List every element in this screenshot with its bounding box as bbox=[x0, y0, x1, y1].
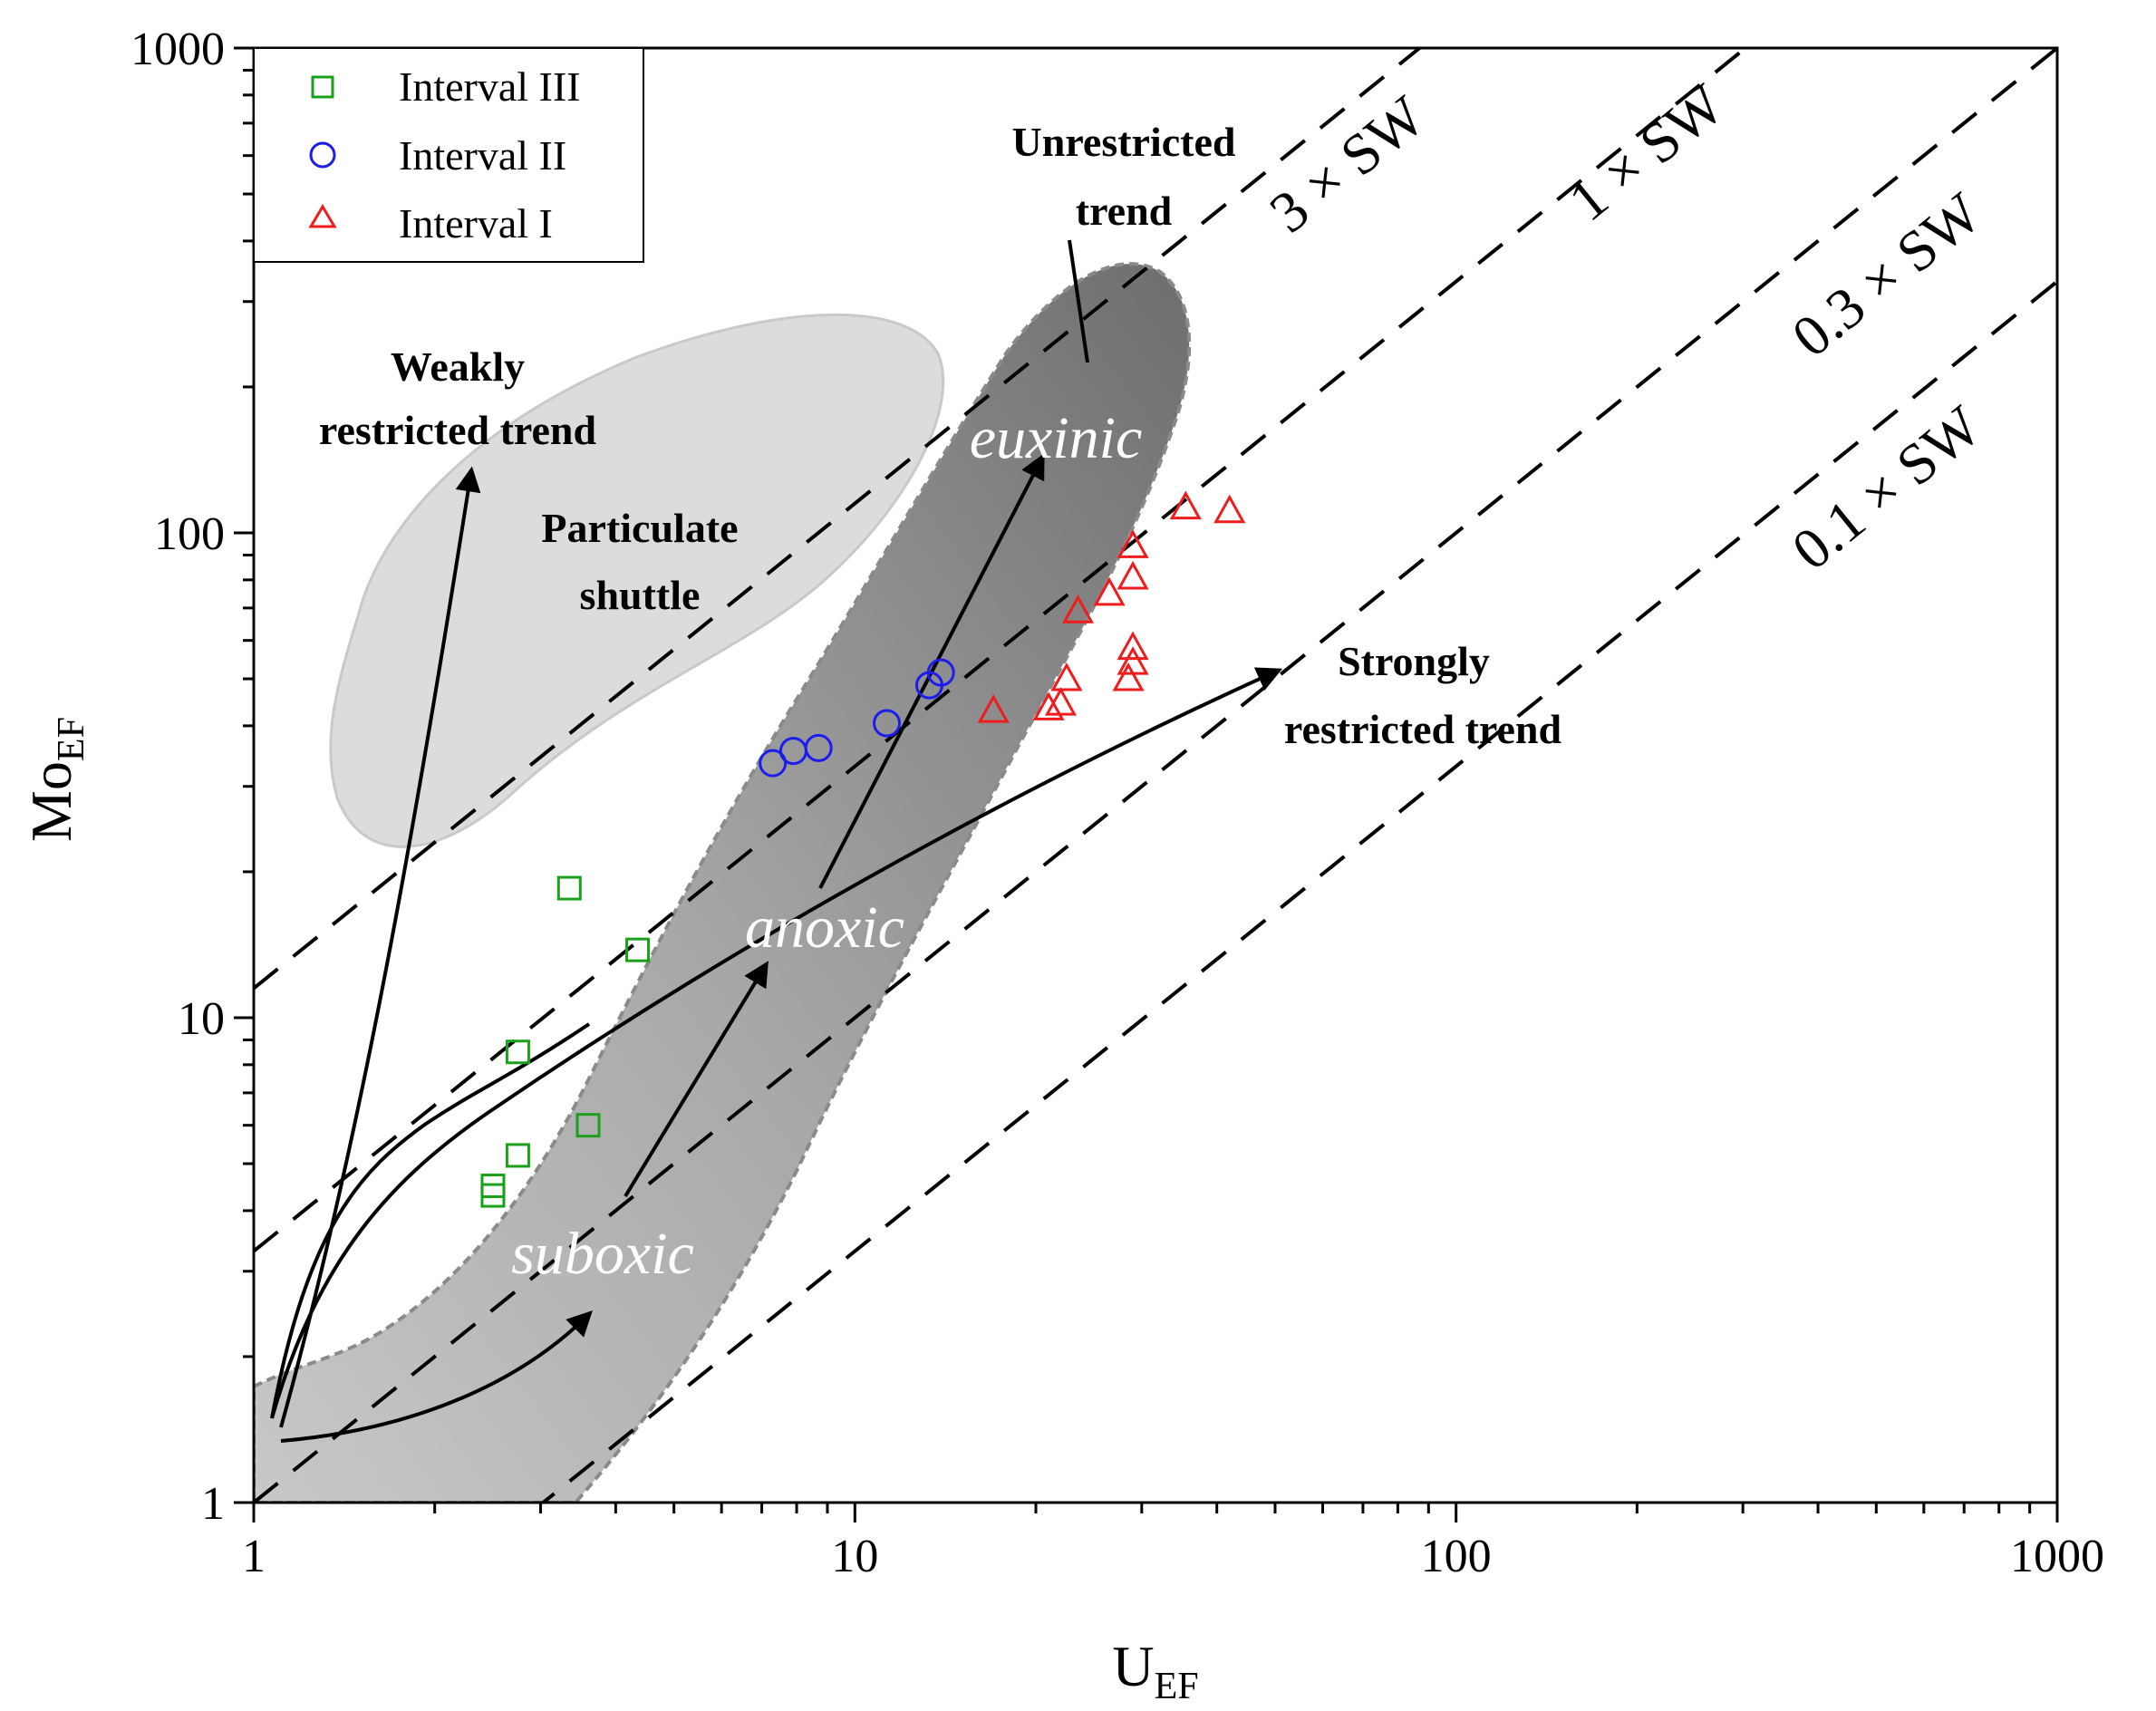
strongly-restricted-label-1: Strongly bbox=[1338, 638, 1490, 684]
data-point-interval-iii-3 bbox=[505, 1039, 530, 1065]
data-point-interval-i-11 bbox=[1169, 490, 1202, 520]
unrestricted-trend-line bbox=[1068, 239, 1089, 363]
seawater-line-3 bbox=[540, 280, 2057, 1503]
data-point-interval-i-8 bbox=[1117, 631, 1149, 661]
data-point-interval-ii-0 bbox=[759, 749, 788, 778]
legend-label-interval-iii: Interval III bbox=[399, 63, 581, 110]
y-tick-label-100: 100 bbox=[154, 508, 225, 560]
data-point-interval-i-1 bbox=[1032, 691, 1065, 720]
particulate-shuttle-label-1: Particulate bbox=[541, 505, 738, 551]
data-point-interval-i-12 bbox=[1213, 494, 1246, 524]
anoxic-label: anoxic bbox=[745, 894, 904, 961]
strongly-restricted-arrow bbox=[270, 667, 1283, 1419]
weakly-restricted-label-2: restricted trend bbox=[319, 407, 597, 453]
unrestricted-trend-label-2: trend bbox=[1076, 188, 1173, 234]
strongly-restricted-label-2: restricted trend bbox=[1284, 706, 1562, 752]
y-tick-label-10: 10 bbox=[178, 993, 225, 1045]
data-point-interval-iii-5 bbox=[556, 875, 582, 901]
data-point-interval-ii-3 bbox=[873, 709, 902, 738]
y-tick-label-1000: 1000 bbox=[131, 24, 225, 75]
data-point-interval-ii-5 bbox=[926, 658, 955, 687]
weakly-restricted-arrow bbox=[279, 466, 481, 1428]
suboxic-label: suboxic bbox=[511, 1221, 694, 1287]
data-point-interval-i-10 bbox=[1117, 529, 1149, 558]
redox-field bbox=[254, 262, 1192, 1503]
seawater-line-2 bbox=[254, 48, 2057, 1503]
x-tick-label-10: 10 bbox=[831, 1531, 878, 1582]
euxinic-label: euxinic bbox=[970, 405, 1143, 471]
legend-label-interval-i: Interval I bbox=[399, 200, 553, 246]
legend-marker-interval-i bbox=[308, 204, 337, 228]
plot-frame bbox=[252, 46, 2059, 1504]
legend-label-interval-ii: Interval II bbox=[399, 132, 566, 179]
data-point-interval-iii-4 bbox=[575, 1113, 601, 1138]
particulate-shuttle-field bbox=[329, 314, 945, 848]
data-point-interval-iii-1 bbox=[480, 1183, 506, 1208]
y-tick-label-1: 1 bbox=[201, 1478, 225, 1530]
legend-marker-interval-ii bbox=[309, 141, 336, 169]
x-tick-label-100: 100 bbox=[1421, 1531, 1492, 1582]
data-point-interval-iii-2 bbox=[505, 1143, 530, 1168]
x-tick-label-1: 1 bbox=[242, 1531, 266, 1582]
x-tick-label-1000: 1000 bbox=[2010, 1531, 2104, 1582]
data-point-interval-i-5 bbox=[1093, 576, 1126, 606]
data-point-interval-i-9 bbox=[1117, 560, 1149, 590]
data-point-interval-i-2 bbox=[1044, 687, 1078, 716]
particulate-curve bbox=[270, 1022, 591, 1419]
legend-marker-interval-iii bbox=[311, 75, 334, 99]
suboxic-trend-arrow bbox=[280, 1310, 593, 1443]
legend: Interval III Interval II Interval I bbox=[253, 47, 644, 263]
anoxic-trend-arrow bbox=[624, 961, 769, 1198]
data-point-interval-i-7 bbox=[1117, 646, 1149, 675]
seawater-line-label-2: 0.3 × SW bbox=[1780, 180, 1993, 370]
seawater-line-label-1: 1 × SW bbox=[1557, 72, 1736, 234]
unrestricted-trend-label-1: Unrestricted bbox=[1012, 119, 1236, 165]
data-point-interval-i-0 bbox=[977, 694, 1010, 723]
y-axis-title: MoEF bbox=[19, 717, 92, 842]
data-point-interval-i-3 bbox=[1050, 662, 1083, 691]
data-point-interval-ii-2 bbox=[804, 733, 833, 762]
particulate-shuttle-label-2: shuttle bbox=[580, 572, 701, 618]
data-point-interval-i-6 bbox=[1112, 662, 1145, 691]
seawater-line-label-0: 3 × SW bbox=[1258, 83, 1437, 246]
data-point-interval-i-4 bbox=[1061, 594, 1095, 624]
data-point-interval-iii-6 bbox=[625, 937, 651, 962]
weakly-restricted-label-1: Weakly bbox=[391, 343, 525, 390]
x-axis-title: UEF bbox=[1112, 1634, 1198, 1707]
